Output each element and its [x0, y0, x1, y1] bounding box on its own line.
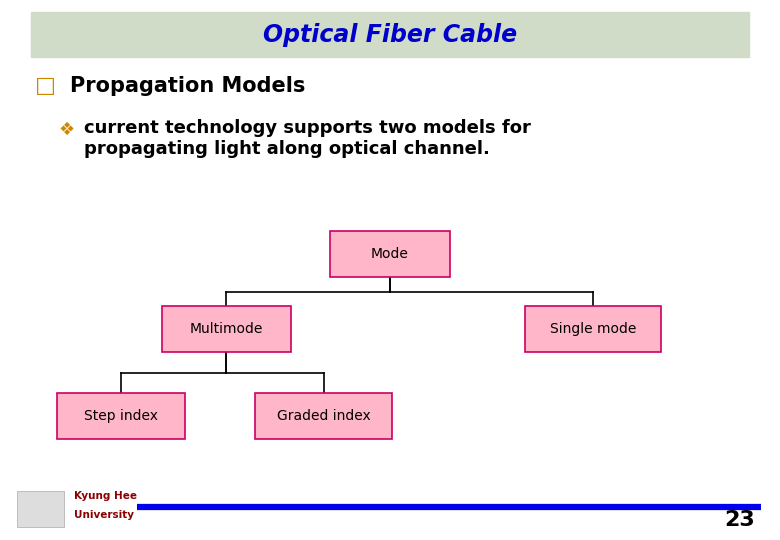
- FancyBboxPatch shape: [524, 306, 661, 352]
- Text: □: □: [35, 76, 56, 97]
- FancyBboxPatch shape: [56, 393, 186, 438]
- Text: Step index: Step index: [84, 409, 158, 423]
- Text: University: University: [74, 510, 134, 521]
- FancyBboxPatch shape: [329, 231, 451, 276]
- Text: Single mode: Single mode: [550, 322, 636, 336]
- Text: 23: 23: [725, 510, 755, 530]
- Text: Propagation Models: Propagation Models: [70, 76, 306, 97]
- FancyBboxPatch shape: [17, 491, 64, 526]
- Text: Kyung Hee: Kyung Hee: [74, 490, 137, 501]
- Text: Graded index: Graded index: [277, 409, 370, 423]
- Text: current technology supports two models for: current technology supports two models f…: [84, 119, 531, 137]
- Text: Mode: Mode: [371, 247, 409, 261]
- FancyBboxPatch shape: [161, 306, 290, 352]
- Text: propagating light along optical channel.: propagating light along optical channel.: [84, 139, 490, 158]
- Text: Multimode: Multimode: [190, 322, 263, 336]
- Text: Optical Fiber Cable: Optical Fiber Cable: [263, 23, 517, 46]
- FancyBboxPatch shape: [255, 393, 392, 438]
- FancyBboxPatch shape: [31, 12, 749, 57]
- Text: ❖: ❖: [58, 120, 75, 139]
